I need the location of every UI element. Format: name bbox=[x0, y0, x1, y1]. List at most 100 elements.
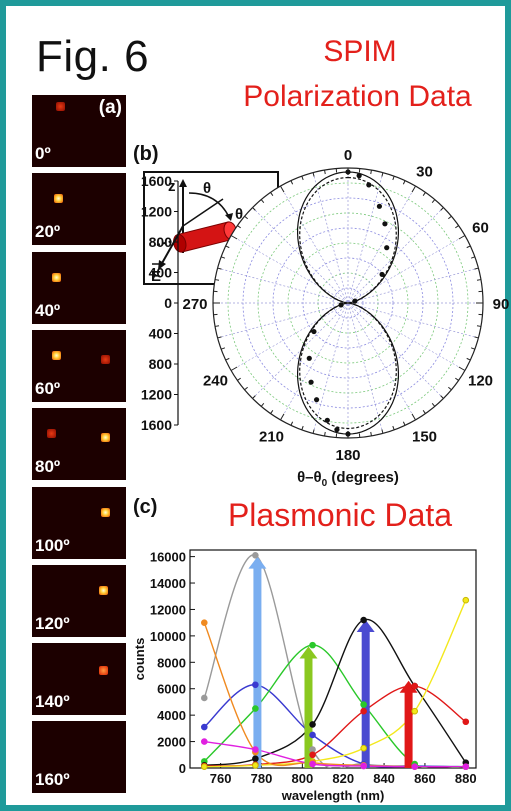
polar-angle-tick bbox=[301, 425, 304, 431]
x-axis-tick-label: 800 bbox=[292, 771, 314, 786]
spectrum-data-point bbox=[201, 763, 208, 770]
radial-axis-tick-label: 1600 bbox=[141, 173, 172, 189]
polar-angle-tick bbox=[217, 267, 222, 270]
spectrum-data-point bbox=[360, 707, 367, 715]
polar-angle-tick bbox=[252, 207, 256, 211]
x-axis-tick-label: 860 bbox=[414, 771, 436, 786]
y-axis-tick-label: 12000 bbox=[150, 602, 186, 617]
radial-axis-tick-label: 800 bbox=[149, 234, 173, 250]
polar-angle-tick bbox=[381, 172, 384, 177]
image-tile: (a) 0º bbox=[32, 95, 126, 167]
radial-axis-tick-label: 1600 bbox=[141, 417, 172, 433]
spectrum-data-point bbox=[201, 738, 208, 745]
spectrum-data-point bbox=[309, 746, 316, 753]
spectrum-data-point bbox=[462, 763, 470, 770]
radial-axis-tick-label: 400 bbox=[149, 326, 173, 342]
polar-angle-label: 150 bbox=[412, 429, 437, 446]
polar-angle-tick bbox=[474, 267, 479, 270]
tile-angle-label: 60º bbox=[35, 378, 61, 398]
polar-angle-tick bbox=[466, 357, 471, 361]
polar-angle-tick bbox=[370, 431, 372, 437]
polar-data-point bbox=[345, 169, 351, 175]
polar-grid-spoke bbox=[280, 185, 416, 421]
polar-angle-tick bbox=[312, 172, 315, 177]
x-axis-title: wavelength (nm) bbox=[281, 788, 385, 803]
polar-angle-tick bbox=[290, 421, 294, 426]
polar-angle-tick bbox=[392, 425, 395, 431]
polar-grid-spoke bbox=[217, 267, 479, 339]
polar-data-point bbox=[313, 397, 320, 403]
figure-title: Fig. 6 bbox=[36, 32, 150, 81]
polar-data-point bbox=[382, 221, 388, 227]
z-label: z bbox=[168, 178, 176, 195]
y-axis-tick-label: 8000 bbox=[157, 655, 186, 670]
y-axis-tick-label: 10000 bbox=[150, 629, 186, 644]
tile-angle-label: 80º bbox=[35, 457, 61, 477]
polar-data-point bbox=[379, 271, 385, 278]
excitation-arrow-shaft bbox=[253, 566, 262, 768]
tile-angle-label: 40º bbox=[35, 300, 61, 320]
spectrum-data-point bbox=[411, 763, 419, 770]
polar-angle-tick bbox=[244, 386, 248, 391]
polar-angle-tick bbox=[476, 325, 482, 327]
polar-axis-title: θ–θ0 (degrees) bbox=[297, 469, 399, 489]
polar-angle-tick bbox=[411, 185, 416, 193]
polar-angle-tick bbox=[474, 336, 479, 339]
radial-axis-tick-label: 800 bbox=[149, 356, 173, 372]
polar-angle-label: 240 bbox=[203, 373, 228, 390]
polar-angle-tick bbox=[270, 192, 274, 196]
polar-angle-tick bbox=[458, 366, 466, 371]
polar-angle-tick bbox=[370, 169, 372, 175]
polar-angle-tick bbox=[225, 245, 230, 249]
emission-spot bbox=[101, 432, 111, 442]
polar-angle-tick bbox=[466, 245, 471, 249]
polar-angle-tick bbox=[214, 325, 220, 327]
plasmonic-spectra-chart: 760 780 800 820 840 860 880 0 2000 4000 6000 8000 10… bbox=[132, 549, 477, 803]
tile-angle-label: 100º bbox=[35, 535, 70, 555]
polar-angle-tick bbox=[237, 377, 241, 381]
spectrum-data-point bbox=[309, 751, 316, 759]
polar-angle-tick bbox=[301, 175, 304, 181]
polar-grid-spoke bbox=[230, 235, 466, 371]
spectrum-data-point bbox=[360, 701, 367, 708]
radial-axis-tick-label: 0 bbox=[164, 295, 172, 311]
polar-angle-tick bbox=[237, 225, 241, 229]
polar-data-point bbox=[311, 328, 317, 335]
y-axis-tick-label: 2000 bbox=[157, 735, 186, 750]
polar-grid-spoke bbox=[280, 185, 416, 421]
polar-data-point bbox=[308, 379, 314, 385]
spectrum-data-point bbox=[201, 694, 208, 702]
polar-data-point bbox=[306, 355, 312, 361]
y-axis-title: counts bbox=[132, 638, 147, 681]
theta-arc bbox=[188, 192, 230, 218]
radial-axis-tick-label: 1200 bbox=[141, 387, 172, 403]
polar-grid-spoke bbox=[230, 235, 466, 371]
polar-grid-spoke bbox=[217, 267, 479, 339]
spectrum-data-point bbox=[411, 707, 419, 715]
panel-a-label: (a) bbox=[98, 97, 122, 118]
emission-spot bbox=[51, 272, 61, 282]
polar-angle-tick bbox=[455, 377, 459, 381]
emission-spot bbox=[98, 666, 108, 676]
polar-angle-tick bbox=[422, 410, 426, 414]
polar-angle-tick bbox=[324, 431, 326, 437]
tile-angle-label: 160º bbox=[35, 770, 70, 790]
emission-spot bbox=[101, 354, 111, 364]
emission-spot bbox=[98, 585, 108, 595]
polar-angle-label: 30 bbox=[416, 163, 433, 180]
polar-angle-tick bbox=[440, 207, 444, 211]
polar-angle-tick bbox=[230, 235, 238, 240]
x-axis-tick-label: 880 bbox=[455, 771, 477, 786]
theta-direction-line bbox=[182, 198, 224, 227]
e-field-arrow-head bbox=[158, 260, 166, 270]
excitation-arrow-head bbox=[248, 556, 267, 569]
x-axis-tick-label: 820 bbox=[332, 771, 354, 786]
theta-label: θ bbox=[203, 180, 211, 197]
polar-angle-tick bbox=[230, 366, 238, 371]
rod-axis-left bbox=[156, 240, 174, 246]
spectrum-data-point bbox=[360, 616, 367, 624]
polar-angle-label: 270 bbox=[182, 296, 207, 313]
polar-angle-tick bbox=[402, 421, 406, 426]
image-tile: 40º bbox=[32, 251, 126, 324]
x-axis-tick-label: 760 bbox=[210, 771, 232, 786]
